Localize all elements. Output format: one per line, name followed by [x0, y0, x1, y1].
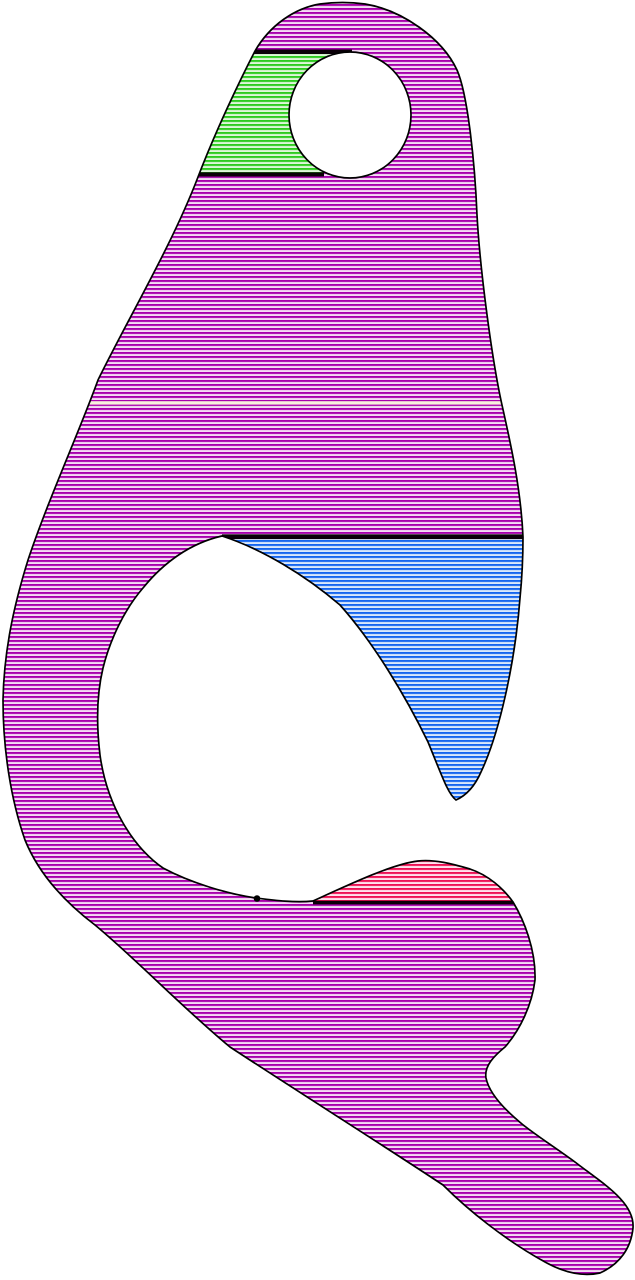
right-middle-blue-region — [222, 538, 524, 802]
green-top-divider — [254, 49, 352, 54]
red-bottom-divider — [313, 900, 513, 905]
blue-top-divider — [222, 534, 524, 540]
upper-left-green-region — [190, 53, 353, 173]
main-body-magenta-region — [3, 2, 634, 1275]
lower-right-red-region — [313, 857, 514, 903]
green-bottom-divider — [196, 172, 324, 177]
hatch-gap-streak — [88, 401, 507, 405]
